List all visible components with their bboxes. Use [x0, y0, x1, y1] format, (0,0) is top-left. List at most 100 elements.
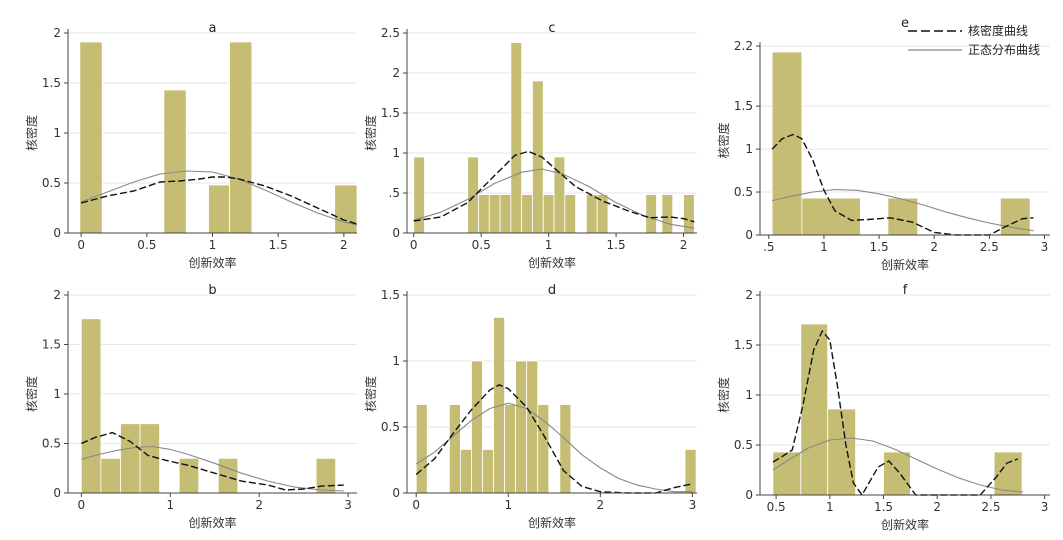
bar-c-6	[521, 194, 533, 234]
bar-c-1	[467, 156, 479, 234]
y-tick-label-c: 1.5	[381, 106, 400, 120]
bar-a-4	[334, 184, 358, 234]
panel-d: 0 0.5 1 1.5 0 1 2 3 d 创新效率 核密度	[363, 283, 697, 530]
panel-f: 0 0.5 1 1.5 2 0.5 1 1.5 2 2.5 3 f 创新效率 核密度	[716, 283, 1050, 532]
bar-f-4	[993, 451, 1023, 496]
y-tick-label-b: 1	[53, 387, 61, 401]
normal-curve-f	[772, 437, 1024, 493]
x-axis-label-c: 创新效率	[528, 255, 576, 270]
bar-d-6	[504, 404, 517, 494]
panel-title-f: f	[903, 283, 908, 298]
bar-c-4	[499, 194, 512, 234]
x-axis-label-b: 创新效率	[188, 515, 236, 530]
kde-curve-c	[413, 150, 695, 223]
x-tick-label-c: 0.5	[472, 238, 491, 252]
y-tick-label-f: 2	[745, 288, 753, 302]
y-tick-label-e: 0	[745, 228, 753, 242]
panel-title-b: b	[208, 283, 216, 298]
bar-d-10	[559, 404, 572, 494]
bar-e-3	[999, 197, 1031, 236]
panel-e: 0 0.5 1 1.5 2.2 .5 1 1.5 2 2.5 3 e 创新效率 核密度	[716, 16, 1050, 272]
bar-e-0	[771, 51, 803, 236]
y-tick-label-c: 0	[392, 226, 400, 240]
bar-c-11	[585, 194, 598, 234]
bar-b-6	[315, 457, 337, 494]
bar-d-2	[459, 449, 472, 494]
x-tick-label-b: 3	[344, 498, 352, 512]
x-tick-label-a: 0	[77, 238, 85, 252]
x-tick-label-f: 1	[826, 500, 834, 514]
bar-d-1	[448, 404, 461, 494]
bar-e-1	[801, 197, 861, 236]
bar-e-2	[887, 197, 919, 236]
y-tick-label-b: 2	[53, 288, 61, 302]
x-tick-label-f: 2.5	[981, 500, 1000, 514]
x-tick-label-e: 2.5	[980, 240, 999, 254]
bar-f-3	[883, 451, 911, 496]
x-tick-label-e: 1	[820, 240, 828, 254]
y-tick-label-e: 0.5	[734, 185, 753, 199]
y-tick-label-d: 0.5	[381, 420, 400, 434]
bar-f-2	[827, 408, 856, 496]
x-tick-label-f: 1.5	[874, 500, 893, 514]
y-tick-label-b: 0	[53, 486, 61, 500]
y-axis-label-d: 核密度	[363, 376, 378, 412]
x-tick-label-b: 1	[166, 498, 174, 512]
y-axis-label-b: 核密度	[24, 376, 39, 412]
normal-curve-d	[415, 402, 693, 493]
x-axis-label-d: 创新效率	[528, 515, 576, 530]
x-tick-label-f: 3	[1041, 500, 1049, 514]
panel-title-d: d	[548, 283, 556, 298]
y-tick-label-e: 1.5	[734, 99, 753, 113]
y-tick-label-a: 1	[53, 126, 61, 140]
normal-curve-e	[771, 188, 1034, 232]
bar-b-2	[120, 423, 141, 494]
y-tick-label-b: 1.5	[42, 338, 61, 352]
y-tick-label-a: 0	[53, 226, 61, 240]
y-tick-label-f: 0	[745, 488, 753, 502]
bar-d-0	[415, 404, 428, 494]
y-axis-label-a: 核密度	[24, 115, 39, 151]
kde-curve-b	[81, 431, 344, 491]
bar-c-3	[488, 194, 501, 234]
x-tick-label-a: 2	[340, 238, 348, 252]
y-tick-label-d: 1	[392, 354, 400, 368]
y-tick-label-f: 0.5	[734, 438, 753, 452]
y-tick-label-e: 2.2	[734, 39, 753, 53]
x-tick-label-b: 2	[255, 498, 263, 512]
bar-c-14	[661, 194, 674, 234]
bar-c-10	[564, 194, 577, 234]
kde-curve-a	[80, 176, 358, 225]
panel-a: 0 0.5 1 1.5 2 0 0.5 1 1.5 2 a 创新效率 核密度	[24, 21, 358, 270]
legend: 核密度曲线 正态分布曲线	[908, 23, 1040, 57]
bar-c-2	[478, 194, 490, 234]
y-tick-label-c: .5	[389, 186, 400, 200]
kde-curve-e	[771, 133, 1034, 236]
x-tick-label-b: 0	[78, 498, 86, 512]
normal-curve-a	[80, 170, 358, 226]
bar-d-8	[526, 360, 539, 494]
normal-curve-b	[81, 445, 344, 492]
x-tick-label-f: 2	[933, 500, 941, 514]
bar-a-0	[79, 41, 103, 234]
panel-title-a: a	[209, 21, 217, 36]
x-tick-label-c: 0	[410, 238, 418, 252]
x-tick-label-e: 2	[930, 240, 938, 254]
bar-a-2	[208, 184, 230, 234]
x-tick-label-d: 0	[412, 498, 420, 512]
panel-b: 0 0.5 1 1.5 2 0 1 2 3 b 创新效率 核密度	[24, 283, 357, 530]
bar-c-8	[542, 194, 555, 234]
y-tick-label-d: 1.5	[381, 288, 400, 302]
legend-normal-label: 正态分布曲线	[968, 43, 1040, 57]
panel-title-c: c	[548, 21, 555, 36]
y-tick-label-b: 0.5	[42, 437, 61, 451]
x-axis-label-a: 创新效率	[188, 255, 236, 270]
bar-b-0	[80, 318, 102, 494]
x-axis-label-f: 创新效率	[881, 517, 929, 532]
x-tick-label-f: 0.5	[767, 500, 786, 514]
bar-c-0	[413, 156, 425, 234]
x-tick-label-c: 1.5	[607, 238, 626, 252]
bar-c-13	[645, 194, 657, 234]
